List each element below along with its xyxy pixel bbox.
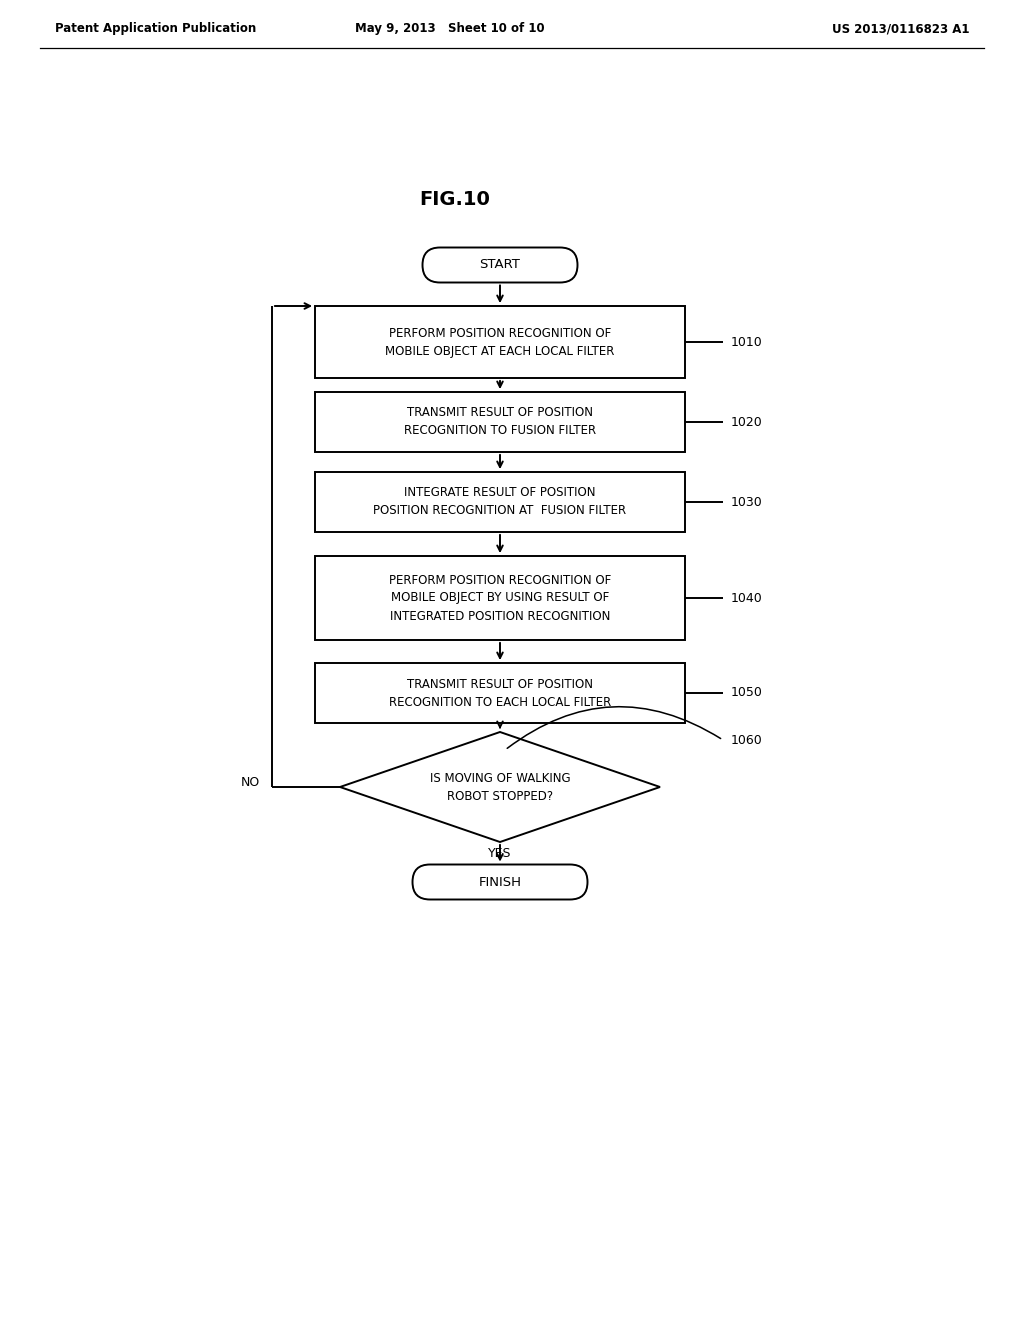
Polygon shape bbox=[340, 733, 660, 842]
Text: 1050: 1050 bbox=[731, 686, 763, 700]
Text: PERFORM POSITION RECOGNITION OF
MOBILE OBJECT AT EACH LOCAL FILTER: PERFORM POSITION RECOGNITION OF MOBILE O… bbox=[385, 326, 614, 358]
Text: PERFORM POSITION RECOGNITION OF
MOBILE OBJECT BY USING RESULT OF
INTEGRATED POSI: PERFORM POSITION RECOGNITION OF MOBILE O… bbox=[389, 573, 611, 623]
Text: NO: NO bbox=[241, 776, 260, 789]
FancyBboxPatch shape bbox=[423, 248, 578, 282]
FancyBboxPatch shape bbox=[315, 306, 685, 378]
Text: May 9, 2013   Sheet 10 of 10: May 9, 2013 Sheet 10 of 10 bbox=[355, 22, 545, 36]
Text: YES: YES bbox=[488, 847, 512, 861]
FancyBboxPatch shape bbox=[315, 392, 685, 451]
FancyBboxPatch shape bbox=[315, 663, 685, 723]
Text: Patent Application Publication: Patent Application Publication bbox=[55, 22, 256, 36]
Text: START: START bbox=[479, 259, 520, 272]
Text: 1010: 1010 bbox=[731, 335, 763, 348]
Text: IS MOVING OF WALKING
ROBOT STOPPED?: IS MOVING OF WALKING ROBOT STOPPED? bbox=[430, 771, 570, 803]
FancyBboxPatch shape bbox=[315, 556, 685, 640]
Text: INTEGRATE RESULT OF POSITION
POSITION RECOGNITION AT  FUSION FILTER: INTEGRATE RESULT OF POSITION POSITION RE… bbox=[374, 487, 627, 517]
Text: TRANSMIT RESULT OF POSITION
RECOGNITION TO EACH LOCAL FILTER: TRANSMIT RESULT OF POSITION RECOGNITION … bbox=[389, 677, 611, 709]
FancyBboxPatch shape bbox=[413, 865, 588, 899]
Text: FINISH: FINISH bbox=[478, 875, 521, 888]
Text: FIG.10: FIG.10 bbox=[420, 190, 490, 209]
Text: 1030: 1030 bbox=[731, 495, 763, 508]
Text: 1020: 1020 bbox=[731, 416, 763, 429]
Text: TRANSMIT RESULT OF POSITION
RECOGNITION TO FUSION FILTER: TRANSMIT RESULT OF POSITION RECOGNITION … bbox=[403, 407, 596, 437]
Text: US 2013/0116823 A1: US 2013/0116823 A1 bbox=[833, 22, 970, 36]
Text: 1040: 1040 bbox=[731, 591, 763, 605]
Text: 1060: 1060 bbox=[731, 734, 763, 747]
FancyBboxPatch shape bbox=[315, 473, 685, 532]
